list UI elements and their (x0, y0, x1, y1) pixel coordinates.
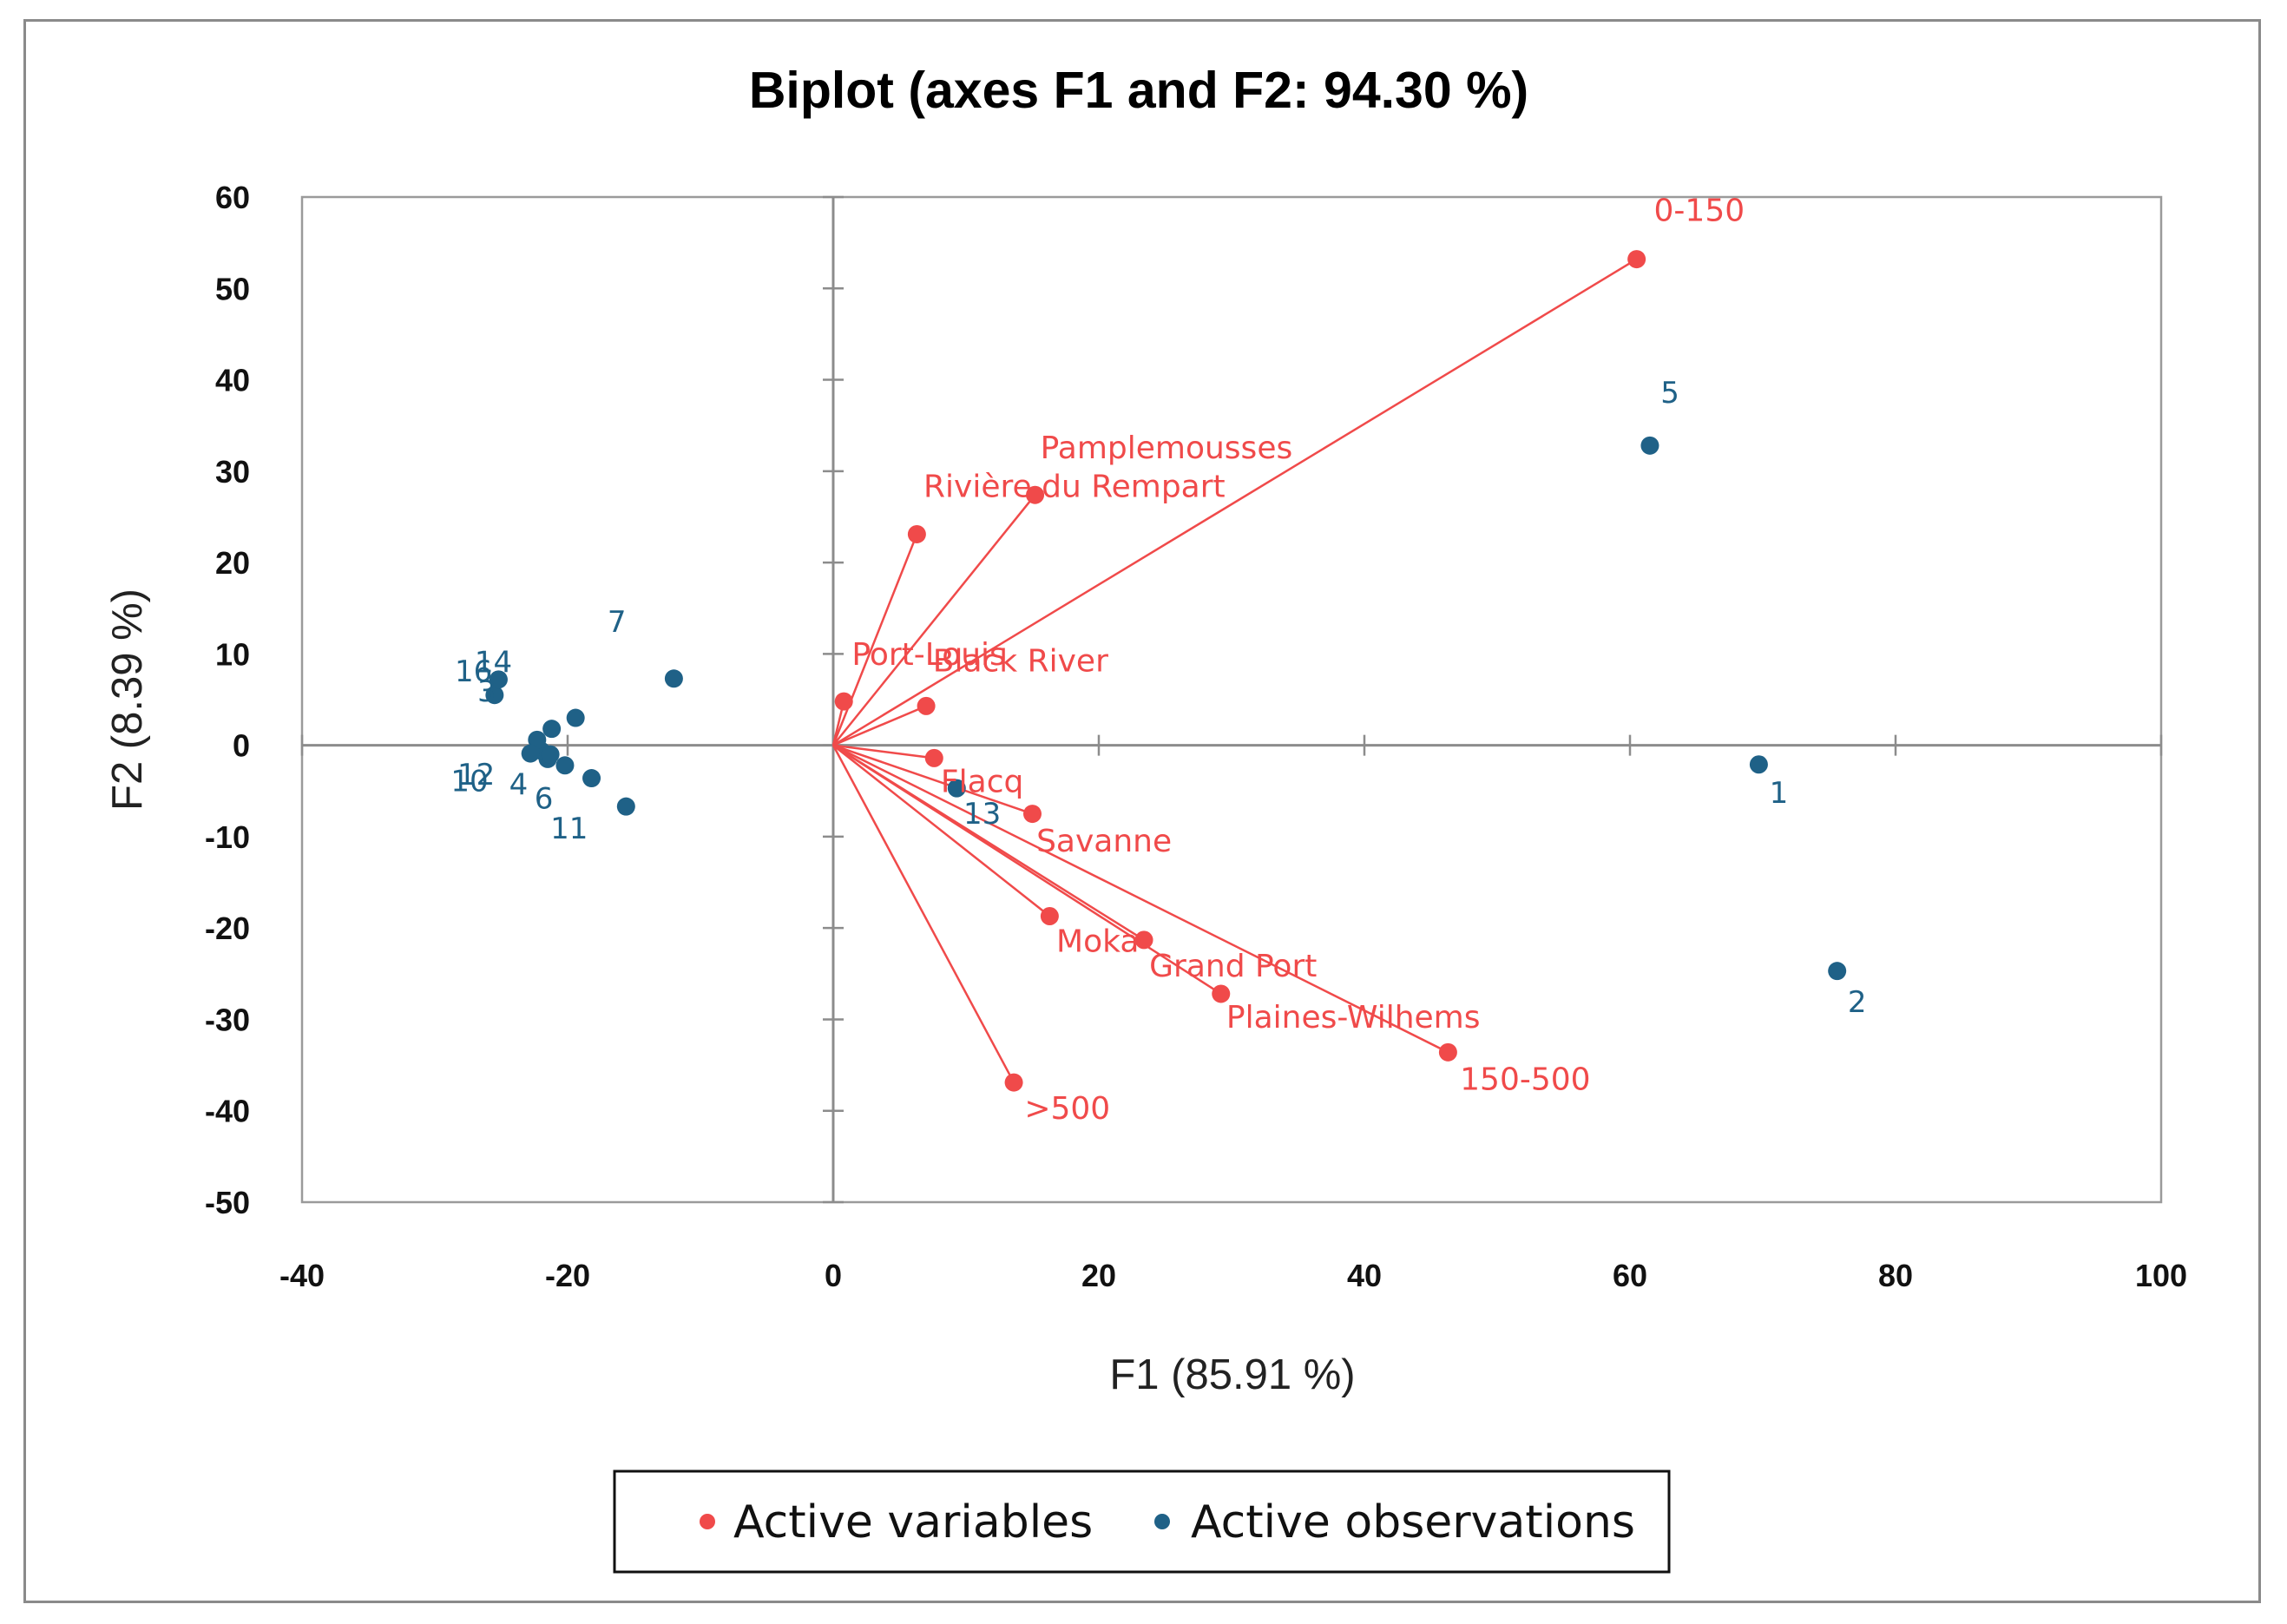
observation-label-14: 14 (475, 645, 512, 680)
observation-label-16: 16 (455, 654, 492, 689)
chart-title: Biplot (axes F1 and F2: 94.30 %) (749, 62, 1528, 119)
observation-label-12: 12 (457, 758, 495, 792)
observation-point-1 (1749, 755, 1768, 774)
variable-label-150-500: 150-500 (1460, 1062, 1590, 1098)
observation-point-16 (582, 769, 601, 788)
y-tick-label: 20 (215, 545, 250, 581)
variable-label-rivi-re-du-rempart: Rivière du Rempart (923, 469, 1226, 504)
vector-line-black-river (832, 705, 927, 746)
observation-point-12 (541, 745, 560, 764)
variable-point-moka (1040, 906, 1059, 925)
vector-line-150-500 (832, 744, 1449, 1054)
x-tick-label: 60 (1613, 1258, 1647, 1293)
observation-point-5 (1640, 436, 1659, 455)
y-tick-label: 60 (215, 180, 250, 215)
observation-label-4: 4 (509, 767, 529, 802)
vector-line-500 (831, 745, 1015, 1083)
variable-point-500 (1004, 1073, 1023, 1092)
observation-point-17 (616, 797, 635, 816)
observation-label-10: 10 (450, 764, 488, 799)
observation-label-13: 13 (963, 797, 1001, 832)
variable-label-plaines-wilhems: Plaines-Wilhems (1226, 1000, 1481, 1036)
observation-point-11 (555, 756, 575, 775)
observation-point-15 (566, 708, 585, 727)
variable-point-pamplemousses (1026, 485, 1045, 504)
legend-marker-variables (700, 1514, 715, 1529)
observation-point-7 (664, 669, 683, 688)
variable-point-black-river (917, 696, 936, 715)
variable-vectors (831, 250, 1646, 1092)
x-tick-label: -40 (279, 1258, 325, 1293)
variable-label-black-river: Black River (933, 643, 1108, 679)
observation-label-5: 5 (1660, 376, 1679, 411)
observation-label-11: 11 (550, 812, 588, 846)
variable-label-500: >500 (1024, 1091, 1110, 1127)
legend-marker-observations (1154, 1514, 1170, 1529)
observation-label-6: 6 (535, 781, 554, 816)
vector-line-plaines-wilhems (832, 744, 1222, 996)
y-axis-title: F2 (8.39 %) (104, 588, 151, 811)
vector-line-0-150 (832, 258, 1638, 746)
variable-point-rivi-re-du-rempart (907, 524, 926, 543)
observation-label-3: 3 (477, 674, 496, 709)
variable-point-port-louis (834, 692, 853, 711)
observation-point-13 (947, 779, 966, 798)
variable-label-port-louis: Port-Louis (851, 637, 1005, 673)
variable-label-pamplemousses: Pamplemousses (1041, 431, 1293, 466)
y-tick-label: 50 (215, 271, 250, 306)
axes-layer: -50 -40 -30 -20 -10 0 10 20 30 40 50 60 -40 -20 0 20 40 6… (205, 180, 2187, 1293)
observation-point-2 (1828, 962, 1847, 981)
y-tick-label: -10 (205, 819, 250, 855)
y-tick-label: -40 (205, 1094, 250, 1129)
x-tick-label: 100 (2135, 1258, 2187, 1293)
observation-point-10 (521, 744, 540, 763)
vector-line-savanne (832, 744, 1033, 815)
vector-line-flacq (832, 744, 935, 759)
plot-area (300, 195, 2163, 1204)
y-tick-label: 30 (215, 454, 250, 490)
y-tick-label: 40 (215, 363, 250, 398)
x-tick-label: 80 (1878, 1258, 1913, 1293)
x-axis-title: F1 (85.91 %) (1109, 1351, 1355, 1398)
observation-points (485, 436, 1847, 981)
observation-label-7: 7 (608, 605, 627, 640)
variable-label-flacq: Flacq (941, 764, 1023, 799)
y-tick-label: -50 (205, 1185, 250, 1220)
observation-point-3 (485, 686, 504, 705)
observation-point-8 (528, 730, 547, 749)
legend-label-observations: Active observations (1191, 1496, 1635, 1548)
variable-label-moka: Moka (1056, 924, 1139, 960)
vector-line-rivi-re-du-rempart (831, 533, 918, 746)
vector-line-pamplemousses (832, 494, 1036, 746)
variable-label-savanne: Savanne (1036, 824, 1172, 859)
y-tick-label: -30 (205, 1002, 250, 1037)
x-tick-label: 40 (1347, 1258, 1382, 1293)
vector-line-moka (832, 744, 1051, 917)
observation-label-2: 2 (1848, 985, 1867, 1020)
variable-label-0-150: 0-150 (1654, 193, 1745, 228)
variable-point-savanne (1023, 805, 1042, 824)
variable-point-plaines-wilhems (1212, 984, 1231, 1003)
legend: Active variables Active observations (613, 1469, 1671, 1574)
x-tick-label: -20 (545, 1258, 590, 1293)
y-tick-label: -20 (205, 911, 250, 946)
legend-label-variables: Active variables (733, 1496, 1093, 1548)
variable-label-grand-port: Grand Port (1149, 949, 1317, 984)
legend-box (613, 1469, 1671, 1574)
y-tick-label: 0 (233, 728, 250, 764)
variable-point-flacq (924, 748, 943, 767)
x-tick-label: 20 (1081, 1258, 1116, 1293)
x-tick-label: 0 (825, 1258, 842, 1293)
y-tick-label: 10 (215, 636, 250, 672)
observation-point-14 (489, 670, 508, 689)
observation-label-1: 1 (1770, 776, 1789, 811)
variable-point-grand-port (1134, 930, 1153, 950)
variable-point-0-150 (1627, 250, 1646, 269)
observation-point-9 (542, 720, 562, 739)
variable-point-150-500 (1438, 1042, 1457, 1062)
